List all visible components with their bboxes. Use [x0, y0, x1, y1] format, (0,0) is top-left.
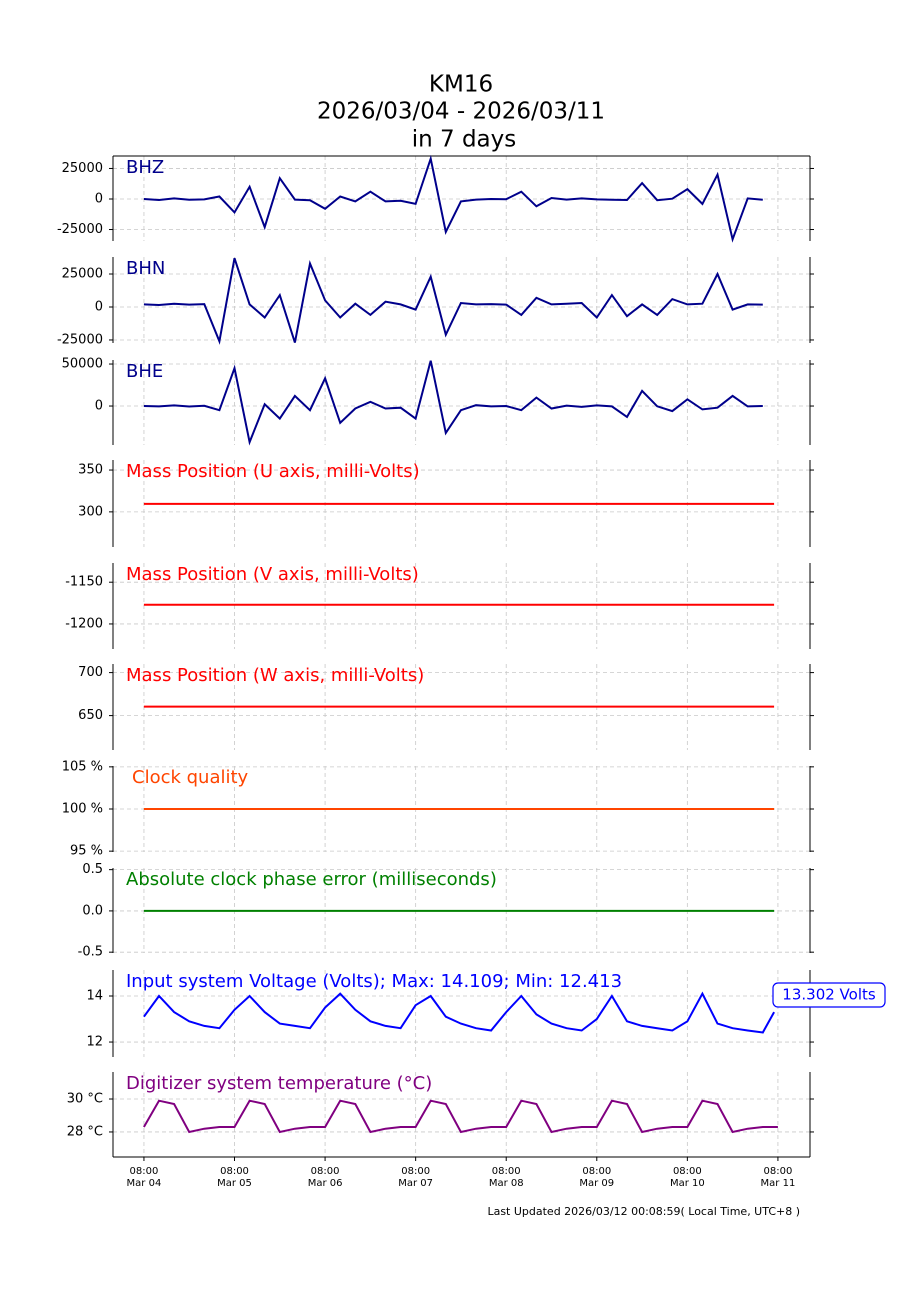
panel-label: Absolute clock phase error (milliseconds…	[126, 869, 497, 890]
x-tick-label: 08:00	[220, 1166, 249, 1177]
series-line	[143, 991, 775, 1034]
panel-label: Input system Voltage (Volts); Max: 14.10…	[126, 971, 622, 992]
panel: 0.5 0.0 -0.5	[78, 862, 814, 960]
y-tick-label: 650	[78, 708, 103, 723]
panel-label: Clock quality	[132, 767, 249, 788]
y-tick-label: 25000	[62, 267, 103, 282]
series-line	[143, 257, 763, 345]
title-line: 2026/03/04 - 2026/03/11	[317, 99, 605, 125]
x-tick-label: 08:00	[311, 1166, 340, 1177]
y-tick-label: -0.5	[78, 945, 103, 960]
panel: 14 12	[86, 970, 814, 1057]
panel-label: Mass Position (W axis, milli-Volts)	[126, 665, 424, 686]
panel-label: Mass Position (V axis, milli-Volts)	[126, 564, 419, 585]
panel: 105 % 100 % 95 %	[62, 759, 814, 859]
x-tick-label: 08:00	[130, 1166, 159, 1177]
y-tick-label: 25000	[62, 161, 103, 176]
x-tick-label: Mar 04	[127, 1178, 162, 1189]
x-tick-label: 08:00	[673, 1166, 702, 1177]
x-tick-label: 08:00	[764, 1166, 793, 1177]
y-tick-label: 50000	[62, 357, 103, 372]
x-tick-label: Mar 11	[761, 1178, 796, 1189]
series-line	[143, 154, 763, 243]
title-line: in 7 days	[412, 127, 517, 153]
footer: Last Updated 2026/03/12 00:08:59( Local …	[487, 1205, 800, 1218]
y-tick-label: 0	[95, 399, 103, 414]
panel: 25000 0 -25000	[57, 155, 814, 241]
y-tick-label: 0	[95, 299, 103, 314]
y-tick-label: 0	[95, 191, 103, 206]
y-tick-label: 0.5	[82, 862, 103, 877]
y-tick-label: 95 %	[70, 844, 103, 859]
x-tick-label: Mar 07	[398, 1178, 433, 1189]
panel-label: BHE	[126, 361, 163, 382]
series-line	[143, 1099, 778, 1134]
panel-label: BHN	[126, 258, 165, 279]
annotation-box	[772, 982, 886, 1008]
y-tick-label: 350	[78, 463, 103, 478]
x-tick-label: Mar 06	[308, 1178, 343, 1189]
y-tick-label: -1200	[65, 616, 103, 631]
x-tick-label: Mar 08	[489, 1178, 524, 1189]
y-tick-label: 12	[86, 1035, 103, 1050]
panel: -1150 -1200	[65, 563, 814, 649]
panel-label: Mass Position (U axis, milli-Volts)	[126, 461, 420, 482]
y-tick-label: -25000	[57, 222, 103, 237]
annotation: 13.302 Volts	[782, 986, 876, 1004]
x-tick-label: Mar 10	[670, 1178, 705, 1189]
y-tick-label: 105 %	[62, 759, 103, 774]
y-tick-label: -25000	[57, 332, 103, 347]
panel-label: Digitizer system temperature (°C)	[126, 1073, 432, 1094]
panel-label: BHZ	[126, 157, 164, 178]
y-tick-label: 700	[78, 665, 103, 680]
y-tick-label: -1150	[65, 575, 103, 590]
y-tick-label: 14	[86, 989, 103, 1004]
x-tick-label: 08:00	[492, 1166, 521, 1177]
y-tick-label: 100 %	[62, 802, 103, 817]
panel: 25000 0 -25000	[57, 257, 814, 347]
title-line: KM16	[429, 72, 493, 98]
y-tick-label: 0.0	[82, 903, 103, 918]
y-tick-label: 300	[78, 504, 103, 519]
x-tick-label: Mar 05	[217, 1178, 252, 1189]
x-tick-label: 08:00	[582, 1166, 611, 1177]
y-tick-label: 28 °C	[67, 1124, 103, 1139]
x-tick-label: Mar 09	[579, 1178, 614, 1189]
x-tick-label: 08:00	[401, 1166, 430, 1177]
series-line	[143, 360, 763, 446]
y-tick-label: 30 °C	[67, 1092, 103, 1107]
panel: 50000 0	[62, 357, 814, 445]
